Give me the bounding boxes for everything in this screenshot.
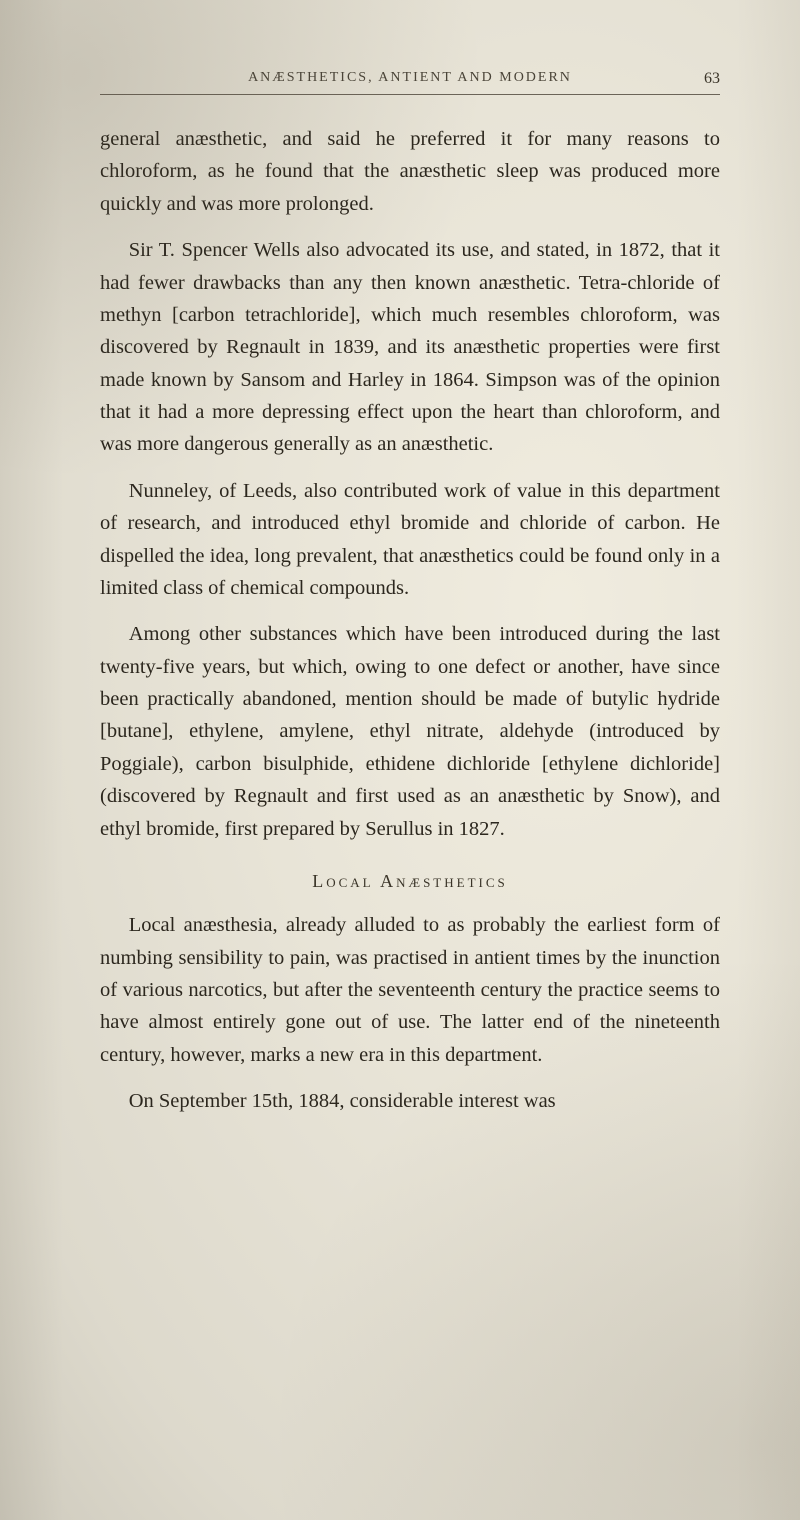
body-text: general anæsthetic, and said he preferre… xyxy=(100,123,720,1118)
paragraph-3: Nunneley, of Leeds, also contributed wor… xyxy=(100,475,720,605)
paragraph-5: Local anæsthesia, already alluded to as … xyxy=(100,909,720,1071)
section-heading-local-anaesthetics: Local Anæsthetics xyxy=(100,867,720,895)
paragraph-1: general anæsthetic, and said he preferre… xyxy=(100,123,720,220)
running-head-text: ANÆSTHETICS, ANTIENT AND MODERN xyxy=(248,70,572,85)
running-head: ANÆSTHETICS, ANTIENT AND MODERN 63 xyxy=(100,70,720,86)
paragraph-4: Among other substances which have been i… xyxy=(100,618,720,845)
header-rule xyxy=(100,94,720,95)
paragraph-6: On September 15th, 1884, considerable in… xyxy=(100,1085,720,1117)
page-number: 63 xyxy=(704,70,720,88)
paragraph-2: Sir T. Spencer Wells also advocated its … xyxy=(100,234,720,461)
scanned-page: ANÆSTHETICS, ANTIENT AND MODERN 63 gener… xyxy=(0,0,800,1520)
